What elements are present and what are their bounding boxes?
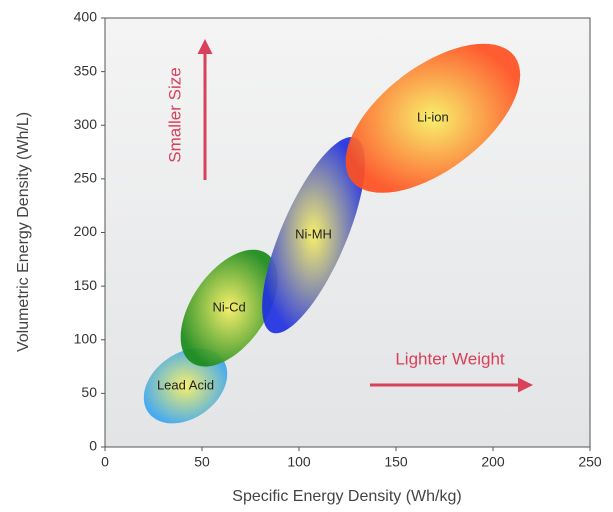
y-tick-label: 350: [74, 62, 98, 78]
y-tick-label: 200: [74, 223, 98, 239]
x-tick-label: 50: [194, 454, 210, 470]
annotation: Smaller Size: [165, 67, 184, 162]
y-tick-label: 50: [81, 384, 97, 400]
x-tick-label: 100: [287, 454, 311, 470]
y-tick-label: 150: [74, 277, 98, 293]
page: {"chart_data": {"type": "region", "x_lab…: [0, 0, 613, 512]
y-axis-label: Volumetric Energy Density (Wh/L): [15, 112, 32, 352]
x-tick-label: 0: [101, 454, 109, 470]
x-tick-label: 250: [578, 454, 602, 470]
region-label: Ni-MH: [295, 227, 332, 242]
annotation: Lighter Weight: [395, 349, 505, 368]
y-tick-label: 100: [74, 330, 98, 346]
x-tick-label: 150: [384, 454, 408, 470]
x-tick-label: 200: [481, 454, 505, 470]
y-tick-label: 0: [89, 438, 97, 454]
chart: Specific Energy Density (Wh/kg) Volumetr…: [0, 0, 613, 512]
y-tick-label: 300: [74, 116, 98, 132]
y-tick-label: 400: [74, 9, 98, 25]
region-label: Ni-Cd: [213, 300, 246, 315]
x-axis-label: Specific Energy Density (Wh/kg): [232, 488, 461, 505]
region-label: Li-ion: [417, 110, 449, 125]
region-label: Lead Acid: [157, 377, 214, 392]
y-tick-label: 250: [74, 170, 98, 186]
